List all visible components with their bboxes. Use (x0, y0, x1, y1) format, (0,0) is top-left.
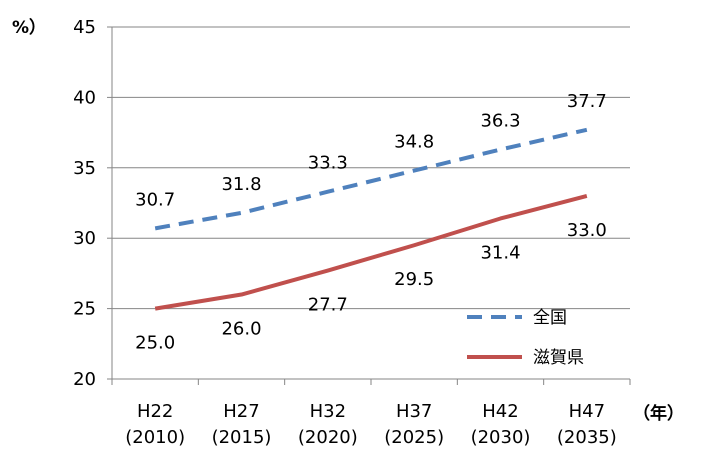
x-tick-label-year: (2035) (557, 427, 617, 448)
axis-layer: 20 25 30 35 40 45 H22 (2010) H27 (2015) H32 (2020) H… (73, 17, 631, 448)
y-tick-label: 40 (73, 87, 96, 108)
x-tick-label-year: (2030) (471, 427, 531, 448)
legend-label: 全国 (533, 308, 567, 328)
x-tick-label-year: (2020) (298, 427, 358, 448)
data-label: 31.4 (480, 242, 520, 263)
grid-layer (112, 26, 630, 310)
x-tick-label: H37 (396, 401, 432, 422)
x-unit-label: （年） (633, 403, 684, 424)
x-tick-label: H27 (223, 401, 259, 422)
data-label: 33.0 (567, 220, 607, 241)
y-tick-label: 20 (73, 369, 96, 390)
x-tick-label-year: (2015) (212, 427, 272, 448)
x-tick-label: H22 (137, 401, 173, 422)
x-tick-label: H42 (482, 401, 518, 422)
series-layer (154, 127, 588, 311)
data-label: 30.7 (135, 189, 175, 210)
y-unit-label: %） (12, 17, 46, 38)
data-label: 27.7 (308, 295, 348, 316)
data-label: 31.8 (221, 174, 261, 195)
y-tick-label: 45 (73, 17, 96, 38)
data-label: 26.0 (221, 319, 261, 340)
series-line-1 (154, 194, 588, 311)
data-label: 37.7 (567, 91, 607, 112)
data-label: 33.3 (308, 153, 348, 174)
x-tick-label-year: (2025) (384, 427, 444, 448)
y-tick-label: 35 (73, 158, 96, 179)
label-layer: 30.7 31.8 33.3 34.8 36.3 37.7 25.0 26.0 27.7 29.5… (135, 91, 607, 354)
data-label: 29.5 (394, 269, 434, 290)
x-tick-label: H32 (310, 401, 346, 422)
legend-label: 滋賀県 (533, 348, 584, 368)
data-label: 36.3 (480, 110, 520, 131)
data-label: 34.8 (394, 132, 434, 153)
data-label: 25.0 (135, 333, 175, 354)
y-tick-label: 30 (73, 228, 96, 249)
x-tick-label-year: (2010) (125, 427, 185, 448)
y-tick-label: 25 (73, 299, 96, 320)
series-line-0 (154, 127, 588, 231)
x-tick-label: H47 (569, 401, 605, 422)
